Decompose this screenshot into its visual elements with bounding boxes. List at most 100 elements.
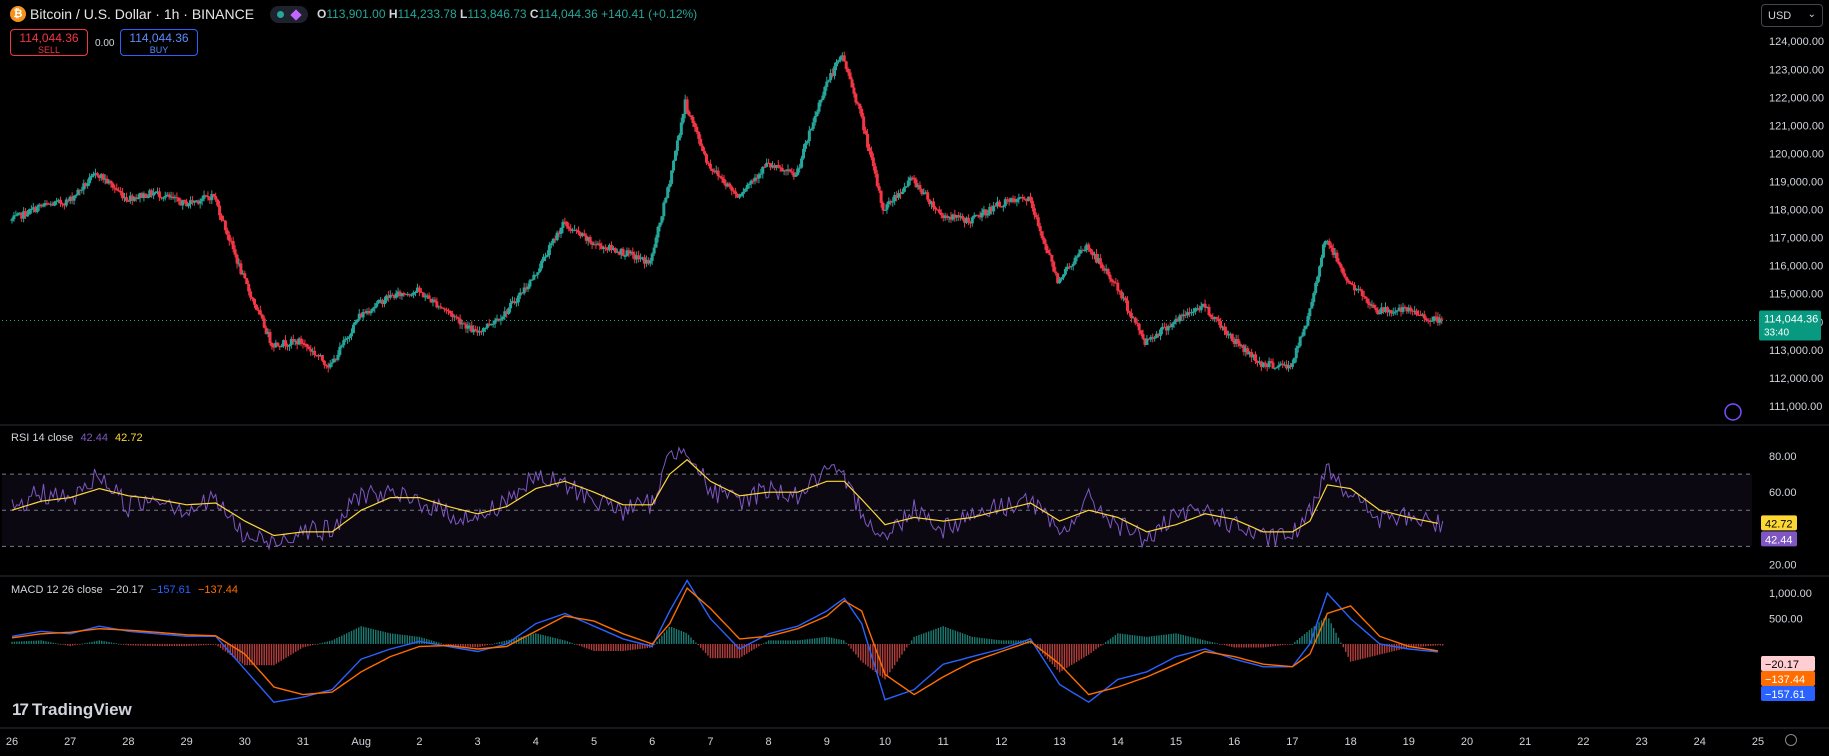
candle-body [1294, 348, 1298, 359]
rsi-tick-label: 60.00 [1769, 487, 1797, 499]
candle-body [181, 199, 185, 206]
candle-body [266, 331, 270, 334]
candle-body [1032, 208, 1036, 216]
candle-body [1133, 317, 1137, 323]
candle-body [588, 236, 592, 243]
macd-hist-bar [1117, 633, 1119, 644]
macd-hist-bar [746, 643, 748, 654]
candle-body [1306, 316, 1310, 326]
macd-hist-bar [1369, 643, 1371, 657]
macd-hist-bar [542, 635, 544, 644]
candle-body [881, 202, 885, 211]
candle-body [932, 201, 935, 208]
candle-body [318, 355, 322, 357]
buy-button[interactable]: 114,044.36 BUY [120, 29, 198, 56]
candle-body [1292, 358, 1296, 364]
settings-icon[interactable] [1785, 734, 1797, 746]
macd-hist-bar [666, 629, 668, 644]
macd-hist-bar [469, 643, 472, 647]
macd-hist-bar [491, 643, 493, 645]
time-tick-label: 21 [1519, 736, 1531, 748]
candle-body [1298, 336, 1302, 346]
candle-body [1126, 300, 1129, 312]
candle-body [91, 173, 95, 176]
macd-hist-bar [292, 643, 294, 654]
macd-hist-bar [462, 643, 464, 647]
tradingview-logo[interactable]: 17 TradingView [12, 700, 132, 720]
indicator-status-pill[interactable] [270, 6, 308, 23]
macd-hist-bar [30, 640, 33, 644]
candle-body [241, 273, 245, 275]
macd-hist-bar [1143, 636, 1146, 644]
macd-hist-bar [62, 643, 64, 645]
candle-body [1005, 199, 1009, 201]
macd-hist-bar [549, 636, 552, 644]
macd-hist-bar [1223, 643, 1226, 646]
macd-hist-bar [1442, 643, 1444, 646]
candle-body [1432, 316, 1436, 321]
candle-body [353, 322, 357, 325]
candle-body [214, 196, 218, 200]
macd-hist-bar [370, 628, 372, 644]
candle-body [491, 323, 495, 325]
macd-hist-bar [1432, 643, 1434, 646]
price-tick-label: 118,000.00 [1769, 205, 1823, 217]
macd-hist-bar [864, 643, 867, 665]
candle-body [1209, 314, 1213, 318]
symbol-title[interactable]: Bitcoin / U.S. Dollar · 1h · BINANCE [30, 6, 255, 22]
macd-hist-bar [142, 643, 144, 646]
macd-hist-bar [348, 632, 350, 644]
macd-hist-bar [1388, 643, 1391, 653]
macd-hist-bar [1129, 634, 1131, 644]
macd-legend[interactable]: MACD 12 26 close −20.17 −157.61 −137.44 [11, 584, 238, 596]
macd-hist-bar [1080, 643, 1083, 660]
candle-body [784, 170, 788, 172]
candle-body [115, 188, 119, 191]
macd-hist-bar [88, 642, 91, 644]
currency-select[interactable]: USD ⌄ [1761, 4, 1823, 27]
candle-body [1164, 326, 1168, 331]
macd-hist-bar [428, 639, 430, 644]
candle-body [483, 327, 487, 329]
macd-hist-bar [190, 643, 193, 646]
macd-hist-bar [1095, 643, 1097, 650]
candle-body [904, 186, 908, 188]
macd-hist-bar [903, 643, 906, 652]
candle-body [1275, 367, 1279, 369]
rsi-legend[interactable]: RSI 14 close 42.44 42.72 [11, 432, 143, 444]
macd-hist-bar [445, 643, 447, 645]
candle-body [410, 294, 414, 296]
candle-body [578, 232, 582, 237]
candle-body [342, 340, 346, 346]
macd-hist-bar [1274, 643, 1277, 646]
candle-body [833, 66, 837, 76]
candle-body [1287, 365, 1291, 369]
candle-body [1370, 304, 1374, 306]
candle-body [14, 215, 18, 217]
macd-hist-bar [103, 641, 105, 644]
candle-body [390, 294, 394, 296]
sell-button[interactable]: 114,044.36 SELL [10, 29, 88, 56]
candle-body [1285, 364, 1289, 369]
candle-body [571, 229, 575, 231]
candle-body [660, 216, 664, 223]
macd-hist-bar [1354, 643, 1357, 661]
candle-body [724, 183, 728, 187]
candle-body [1422, 314, 1426, 319]
candle-body [381, 299, 385, 305]
macd-hist-bar [1114, 635, 1117, 644]
macd-hist-bar [110, 642, 113, 644]
candle-body [873, 166, 877, 174]
macd-hist-bar [423, 638, 425, 644]
macd-hist-bar [532, 633, 535, 644]
candle-body [1036, 217, 1040, 226]
candle-body [1122, 297, 1126, 299]
candle-body [1376, 309, 1380, 315]
macd-hist-bar [472, 643, 474, 648]
candle-body [499, 319, 503, 321]
candle-body [299, 338, 303, 343]
candle-body [448, 311, 452, 314]
macd-hist-bar [1148, 636, 1151, 644]
